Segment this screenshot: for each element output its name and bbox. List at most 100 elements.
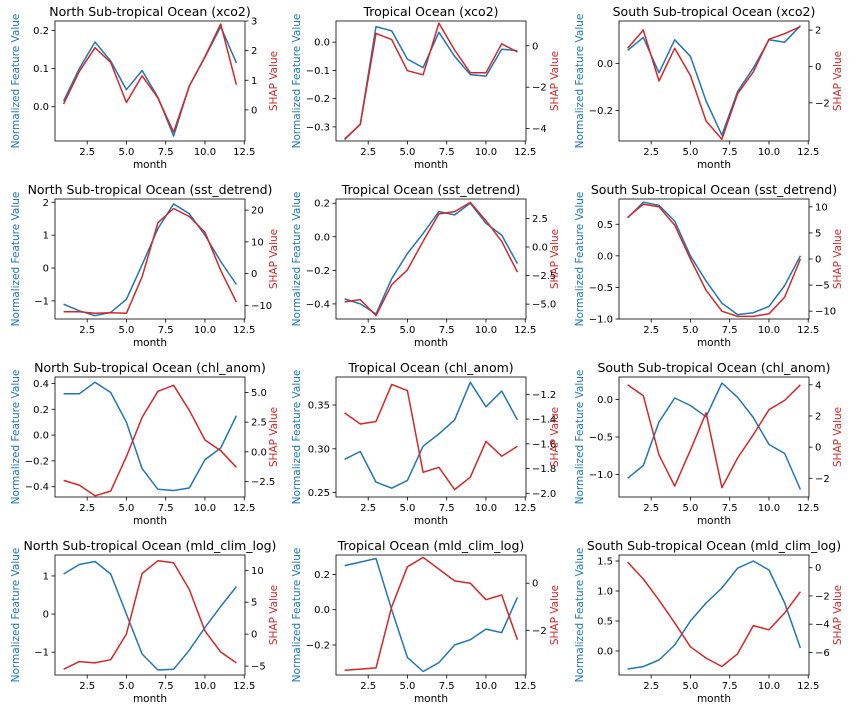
chart-9-x-tick-label: 12.5	[797, 503, 819, 514]
chart-10-yright-tick-label: 5	[251, 598, 257, 609]
chart-5-x-tick-label: 12.5	[514, 325, 536, 336]
chart-9-yleft-tick-label: 0.0	[597, 395, 613, 406]
chart-6-series-shap-line	[627, 203, 802, 318]
chart-7-yright-tick-label: −2.5	[251, 477, 275, 488]
chart-6-ylabel-right: SHAP Value	[832, 229, 844, 289]
chart-8-yleft-tick-label: 0.25	[308, 488, 330, 499]
chart-9-series-feature-line	[627, 382, 802, 490]
chart-6-x-tick-label: 7.5	[722, 325, 738, 336]
chart-7-yleft-tick-label: 0.2	[33, 405, 49, 416]
chart-7-yleft-tick-label: 0.4	[33, 379, 49, 390]
chart-1-yright-tick-label: 0	[251, 105, 257, 116]
chart-12-x-tick-label: 12.5	[797, 681, 819, 692]
chart-11-title: Tropical Ocean (mld_clim_log)	[337, 538, 525, 553]
chart-10-yleft-tick-label: −1	[34, 648, 49, 659]
chart-12-x-tick-label: 7.5	[722, 681, 738, 692]
chart-6-yright-tick-label: 5	[815, 228, 821, 239]
chart-4-series-feature-line	[63, 203, 238, 317]
chart-7: North Sub-tropical Ocean (chl_anom) 2.5 5.…	[10, 360, 280, 527]
chart-4-yright-tick-label: 20	[251, 206, 264, 217]
chart-12-yleft-tick-label: 0.5	[597, 617, 613, 628]
chart-2-x-tick-label: 12.5	[514, 147, 536, 158]
chart-4-frame	[54, 198, 246, 320]
chart-1-x-tick-label: 12.5	[233, 147, 255, 158]
chart-2-x-tick-label: 7.5	[439, 147, 455, 158]
chart-11: Tropical Ocean (mld_clim_log) 2.5 5.0 7.5 10…	[291, 538, 561, 705]
chart-10-yleft-tick-label: 0	[43, 610, 49, 621]
chart-9-x-tick-label: 10.0	[758, 503, 780, 514]
chart-8-yright-tick-label: −1.6	[532, 439, 556, 450]
chart-6-yleft-tick-label: 0.0	[597, 251, 613, 262]
chart-8-series-shap-line	[344, 383, 518, 491]
chart-1-frame	[54, 20, 246, 142]
chart-3-title: South Sub-tropical Ocean (xco2)	[613, 4, 816, 19]
chart-3-x-tick-label: 12.5	[797, 147, 819, 158]
chart-7-series-shap-line	[63, 384, 237, 497]
chart-5-x-tick-label: 7.5	[439, 325, 455, 336]
chart-10-ylabel-right: SHAP Value	[268, 585, 280, 645]
chart-10-x-tick-label: 2.5	[79, 681, 95, 692]
chart-10-yright-tick-label: 0	[251, 630, 257, 641]
chart-5-yright-tick-label: 0.0	[532, 243, 548, 254]
chart-3-x-tick-label: 10.0	[758, 147, 780, 158]
chart-7-frame	[54, 376, 246, 498]
chart-4-yleft-tick-label: 0	[43, 264, 49, 275]
chart-12-yleft-tick-label: 1.5	[597, 557, 613, 568]
chart-2-yleft-tick-label: −0.3	[306, 122, 330, 133]
chart-1-ylabel-left: Normalized Feature Value	[10, 14, 22, 149]
chart-9-ylabel-left: Normalized Feature Value	[574, 370, 586, 505]
chart-6-yright-tick-label: 0	[815, 255, 821, 266]
chart-9-series-shap-line	[627, 384, 801, 489]
chart-5-x-tick-label: 5.0	[399, 325, 415, 336]
chart-5-yleft-tick-label: 0.0	[314, 232, 330, 243]
chart-4-x-tick-label: 12.5	[233, 325, 255, 336]
chart-12-yright-tick-label: −2	[815, 591, 830, 602]
chart-2-ylabel-right: SHAP Value	[549, 51, 561, 111]
chart-1-yright-tick-label: 3	[251, 17, 257, 28]
chart-12-yright-tick-label: −4	[815, 620, 830, 631]
chart-8-ylabel-left: Normalized Feature Value	[291, 370, 303, 505]
chart-9-x-tick-label: 5.0	[682, 503, 698, 514]
chart-6-yright-tick-label: −10	[815, 307, 836, 318]
chart-5-series-shap-line	[344, 201, 519, 317]
chart-11-yleft-tick-label: 0.0	[314, 605, 330, 616]
chart-3-x-tick-label: 7.5	[722, 147, 738, 158]
chart-10-ylabel-left: Normalized Feature Value	[10, 548, 22, 683]
chart-1-yleft-tick-label: 0.2	[33, 26, 49, 37]
chart-1-xlabel: month	[133, 159, 167, 171]
chart-3-series-feature-line	[627, 25, 801, 136]
chart-9-yright-tick-label: −2	[815, 474, 830, 485]
chart-3-x-tick-label: 2.5	[643, 147, 659, 158]
chart-12-ylabel-left: Normalized Feature Value	[574, 548, 586, 683]
chart-7-x-tick-label: 7.5	[158, 503, 174, 514]
chart-11-frame	[335, 554, 527, 676]
chart-1-series-feature-line	[62, 25, 238, 137]
chart-8-ylabel-right: SHAP Value	[549, 407, 561, 467]
chart-9-x-tick-label: 7.5	[722, 503, 738, 514]
chart-1: North Sub-tropical Ocean (xco2) 2.5 5.0 7.5…	[10, 4, 280, 171]
chart-10-x-tick-label: 5.0	[118, 681, 134, 692]
chart-8-x-tick-label: 10.0	[475, 503, 497, 514]
chart-5-title: Tropical Ocean (sst_detrend)	[341, 182, 521, 197]
chart-5-yleft-tick-label: −0.2	[306, 266, 330, 277]
chart-11-xlabel: month	[414, 693, 448, 705]
chart-3-yleft-tick-label: 0.0	[597, 59, 613, 70]
chart-9-x-tick-label: 2.5	[643, 503, 659, 514]
chart-10-series-feature-line	[63, 560, 237, 671]
chart-9-yleft-tick-label: −1.0	[589, 470, 613, 481]
chart-4-x-tick-label: 5.0	[118, 325, 134, 336]
chart-1-title: North Sub-tropical Ocean (xco2)	[49, 4, 250, 19]
chart-4-title: North Sub-tropical Ocean (sst_detrend)	[28, 182, 273, 197]
chart-4-x-tick-label: 10.0	[194, 325, 216, 336]
chart-12-x-tick-label: 5.0	[682, 681, 698, 692]
chart-6: South Sub-tropical Ocean (sst_detrend) 2.…	[574, 182, 844, 349]
chart-5-yright-tick-label: −2.5	[532, 271, 556, 282]
chart-12-yright-tick-label: 0	[815, 563, 821, 574]
chart-1-yleft-tick-label: 0.1	[33, 64, 49, 75]
chart-2-x-tick-label: 2.5	[360, 147, 376, 158]
chart-9-yright-tick-label: 4	[815, 380, 821, 391]
chart-12-frame	[618, 554, 810, 676]
chart-2-yright-tick-label: 0	[532, 41, 538, 52]
chart-7-yleft-tick-label: 0.0	[33, 431, 49, 442]
